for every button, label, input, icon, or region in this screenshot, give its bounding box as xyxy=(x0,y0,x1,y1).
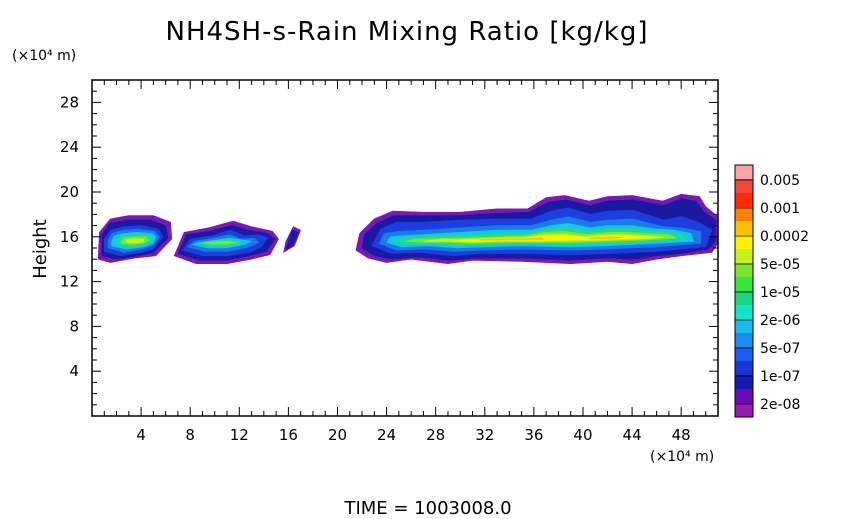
colorbar-swatch xyxy=(735,389,753,404)
x-tick-label: 8 xyxy=(185,426,195,444)
chart-title: NH4SH-s-Rain Mixing Ratio [kg/kg] xyxy=(166,17,649,47)
x-tick-label: 16 xyxy=(279,426,298,444)
y-axis-unit: (×10⁴ m) xyxy=(12,48,76,64)
x-tick-label: 40 xyxy=(573,426,592,444)
x-tick-label: 44 xyxy=(623,426,642,444)
x-tick-label: 24 xyxy=(377,426,396,444)
colorbar-swatch xyxy=(735,207,753,222)
colorbar-swatch xyxy=(735,165,753,180)
contour-region-level-10 xyxy=(589,236,623,240)
colorbar-swatch xyxy=(735,193,753,208)
time-label: TIME = 1003008.0 xyxy=(343,498,511,519)
colorbar-label: 1e-07 xyxy=(760,369,800,385)
y-tick-label: 4 xyxy=(69,362,79,380)
colorbar-swatch xyxy=(735,361,753,376)
colorbar-label: 2e-08 xyxy=(760,397,800,413)
colorbar-label: 0.001 xyxy=(760,201,800,217)
colorbar-swatch xyxy=(735,333,753,348)
y-axis-label: Height xyxy=(30,219,51,279)
colorbar-swatch xyxy=(735,305,753,320)
x-tick-label: 4 xyxy=(136,426,146,444)
contour-region-level-8 xyxy=(126,238,144,244)
colorbar-swatches xyxy=(734,164,754,418)
colorbar-label: 2e-06 xyxy=(760,313,800,329)
colorbar-label: 0.0002 xyxy=(760,229,809,245)
x-tick-label: 12 xyxy=(230,426,249,444)
y-tick-label: 8 xyxy=(69,317,79,335)
y-tick-label: 16 xyxy=(60,228,79,246)
colorbar-label: 1e-05 xyxy=(760,285,800,301)
cloud-field xyxy=(97,193,718,265)
colorbar-swatch xyxy=(735,235,753,250)
x-tick-label: 48 xyxy=(672,426,691,444)
colorbar-swatch xyxy=(735,347,753,362)
y-tick-label: 20 xyxy=(60,183,79,201)
colorbar-swatch xyxy=(735,249,753,264)
contour-region-level-10 xyxy=(478,237,545,241)
colorbar-swatch xyxy=(735,291,753,306)
contour-region-level-7 xyxy=(202,240,237,245)
colorbar-swatch xyxy=(735,375,753,390)
x-axis-unit: (×10⁴ m) xyxy=(650,449,714,465)
x-tick-label: 32 xyxy=(475,426,494,444)
plot-frame xyxy=(91,79,719,417)
colorbar-swatch xyxy=(735,319,753,334)
colorbar-swatch xyxy=(735,263,753,278)
colorbar-frame xyxy=(734,164,754,418)
colorbar-swatch xyxy=(735,221,753,236)
colorbar-labels: 0.005 0.001 0.0002 5e-05 1e-05 2e-06 5e-07 1e-0… xyxy=(760,173,809,413)
contour-region-level-2 xyxy=(285,229,299,251)
x-tick-label: 28 xyxy=(426,426,445,444)
colorbar-swatch xyxy=(735,179,753,194)
colorbar: 0.005 0.001 0.0002 5e-05 1e-05 2e-06 5e-07 1e-0… xyxy=(734,164,809,418)
y-tick-label: 12 xyxy=(60,273,79,291)
colorbar-label: 5e-07 xyxy=(760,341,800,357)
x-tick-labels: 4 8 12 16 20 24 28 32 36 40 44 48 xyxy=(136,426,690,444)
colorbar-label: 5e-05 xyxy=(760,257,800,273)
colorbar-swatch xyxy=(735,277,753,292)
colorbar-label: 0.005 xyxy=(760,173,800,189)
colorbar-swatch xyxy=(735,403,753,418)
axis-ticks xyxy=(92,80,718,416)
x-tick-label: 20 xyxy=(328,426,347,444)
y-tick-labels: 4 8 12 16 20 24 28 xyxy=(60,93,79,380)
y-tick-label: 28 xyxy=(60,93,79,111)
y-tick-label: 24 xyxy=(60,138,79,156)
x-tick-label: 36 xyxy=(524,426,543,444)
